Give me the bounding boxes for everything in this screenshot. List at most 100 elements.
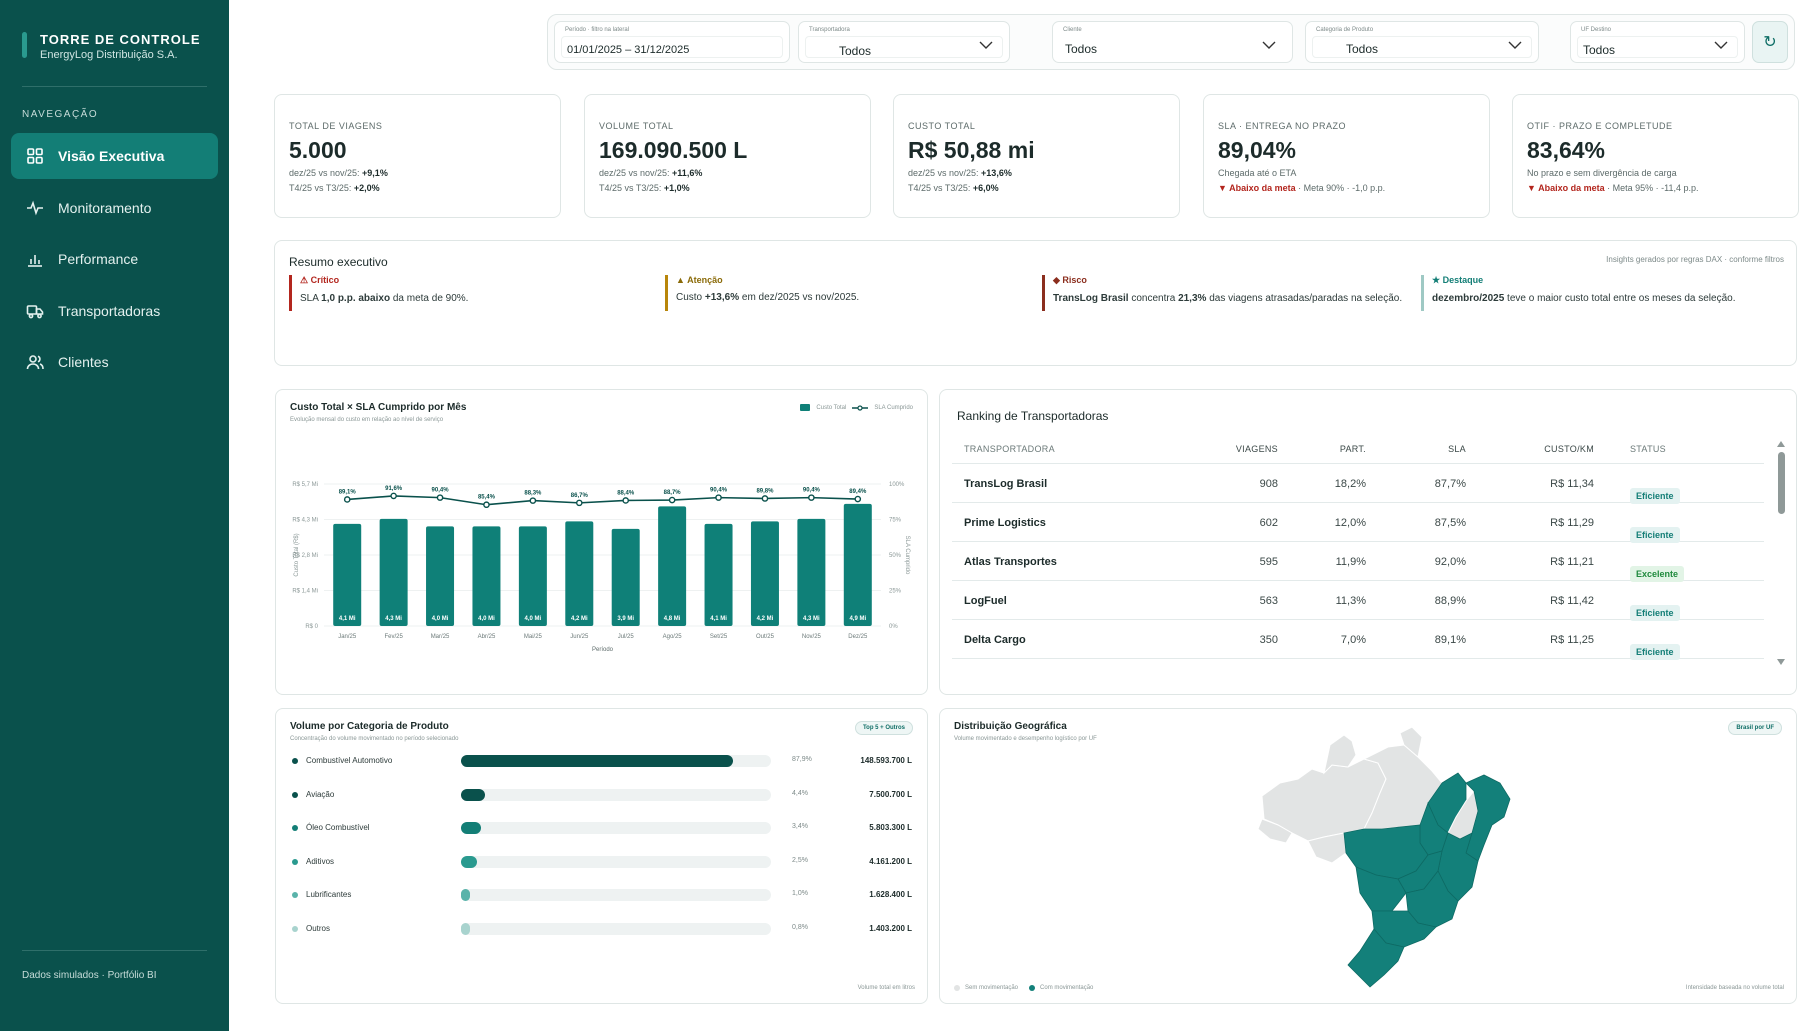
nav-item-performance[interactable]: Performance <box>11 236 218 282</box>
category-dot <box>292 925 298 932</box>
chevron-down-icon <box>979 41 993 49</box>
carrier-trips: 602 <box>1259 517 1278 529</box>
kpi-card-sla: SLA · ENTREGA NO PRAZO 89,04% Chegada at… <box>1203 94 1490 218</box>
scroll-up-icon[interactable] <box>1776 440 1786 448</box>
carrier-filter[interactable]: Transportadora Todos <box>798 21 1010 63</box>
carrier-trips: 350 <box>1259 634 1278 646</box>
sla-data-label: 90,4% <box>710 488 728 494</box>
volume-bar-fill <box>461 922 470 935</box>
carrier-sla: 88,9% <box>1434 595 1466 607</box>
top5-pill[interactable]: Top 5 + Outros <box>854 721 913 735</box>
kpi-card-viagens: TOTAL DE VIAGENS 5.000 dez/25 vs nov/25:… <box>274 94 561 218</box>
table-row[interactable]: Atlas Transportes 595 11,9% 92,0% R$ 11,21 Ex… <box>952 542 1764 582</box>
category-share: 1,0% <box>792 890 808 897</box>
table-row[interactable]: LogFuel 563 11,3% 88,9% R$ 11,42 Eficiente <box>952 581 1764 621</box>
header-carrier[interactable]: TRANSPORTADORA <box>964 444 1055 454</box>
category-filter[interactable]: Categoria de Produto Todos <box>1305 21 1539 63</box>
nav-item-clientes[interactable]: Clientes <box>11 339 218 385</box>
insight-attention: ▲ Atenção Custo +13,6% em dez/2025 vs no… <box>665 275 1035 311</box>
nav-item-label: Performance <box>58 251 139 267</box>
table-row[interactable]: Nova Via2725,4%89,2%R$ 11,35Eficiente <box>952 659 1764 674</box>
scrollbar-thumb[interactable] <box>1778 452 1785 514</box>
header-cost-km[interactable]: CUSTO/KM <box>1544 444 1594 454</box>
volume-subtitle: Concentração do volume movimentado no pe… <box>290 736 459 742</box>
geo-distribution-panel: Distribuição Geográfica Volume movimenta… <box>939 708 1797 1004</box>
period-filter-value: 01/01/2025 – 31/12/2025 <box>567 44 690 56</box>
x-tick-label: Nov/25 <box>802 634 822 640</box>
header-trips[interactable]: VIAGENS <box>1235 444 1278 454</box>
header-share[interactable]: PART. <box>1339 444 1366 454</box>
volume-bar-fill <box>461 755 734 767</box>
status-badge: Eficiente <box>1630 488 1680 504</box>
header-sla[interactable]: SLA <box>1448 444 1466 454</box>
sla-point <box>390 492 397 500</box>
bar-data-label: 4,8 Mi <box>664 616 681 622</box>
nav-item-monitoramento[interactable]: Monitoramento <box>11 185 218 231</box>
sla-point <box>343 496 351 503</box>
status-badge: Eficiente <box>1630 644 1680 660</box>
client-filter[interactable]: Cliente Todos <box>1052 21 1293 63</box>
category-dot <box>292 791 298 798</box>
volume-footnote: Volume total em litros <box>857 985 915 991</box>
table-row[interactable]: Delta Cargo 350 7,0% 89,1% R$ 11,25 Eficiente <box>952 620 1764 660</box>
brand-title: TORRE DE CONTROLE <box>40 32 201 47</box>
carrier-sla: 87,5% <box>1434 517 1466 529</box>
nav-item-visao-executiva[interactable]: Visão Executiva <box>11 133 218 179</box>
bar-data-label: 4,1 Mi <box>339 616 356 622</box>
sla-data-label: 85,4% <box>478 495 496 501</box>
sidebar-divider <box>22 950 207 951</box>
category-select-box <box>1312 36 1532 58</box>
category-share: 0,8% <box>792 923 808 931</box>
sidebar-footer: Dados simulados · Portfólio BI <box>22 970 157 981</box>
category-share: 87,9% <box>792 756 812 763</box>
sla-data-label: 89,8% <box>756 488 774 494</box>
sla-point <box>436 494 444 501</box>
nav-item-label: Monitoramento <box>58 200 152 216</box>
carrier-share: 7,0% <box>1340 634 1366 646</box>
scrollbar[interactable] <box>1776 440 1786 666</box>
volume-bar-track <box>461 889 771 901</box>
brazil-map[interactable] <box>1252 721 1512 991</box>
insight-critical: ⚠ Crítico SLA 1,0 p.p. abaixo da meta de… <box>289 275 659 311</box>
category-filter-value: Todos <box>1346 42 1379 56</box>
status-badge: Eficiente <box>1630 527 1680 543</box>
cost-sla-chart: R$ 0 R$ 1,4 Mi R$ 2,8 Mi R$ 4,3 Mi R$ 5,7 Mi… <box>292 482 910 653</box>
volume-bar-fill <box>461 855 477 868</box>
geo-legend: Sem movimentação Com movimentação <box>954 985 1093 991</box>
legend-some-dot <box>1029 985 1036 991</box>
nav-item-transportadoras[interactable]: Transportadoras <box>11 288 218 334</box>
sidebar: TORRE DE CONTROLE EnergyLog Distribuição… <box>0 0 229 1031</box>
table-row[interactable]: Prime Logistics 602 12,0% 87,5% R$ 11,29 Efic… <box>952 503 1764 543</box>
kpi-delta-month: dez/25 vs nov/25: +13,6% <box>908 168 1012 178</box>
y2-tick-label: 75% <box>889 518 902 524</box>
sla-data-label: 89,1% <box>339 489 357 495</box>
carrier-select-box <box>805 36 1003 58</box>
sla-data-label: 86,7% <box>571 493 589 499</box>
uf-filter-value: Todos <box>1583 43 1616 57</box>
kpi-target-status: ▼ Abaixo da meta · Meta 90% · -1,0 p.p. <box>1218 183 1386 193</box>
map-region-ne <box>1465 774 1511 862</box>
map-region-ap <box>1399 726 1423 758</box>
kpi-delta-quarter: T4/25 vs T3/25: +1,0% <box>599 183 690 193</box>
volume-bar-fill <box>461 822 481 834</box>
carrier-share: 12,0% <box>1334 517 1366 529</box>
period-filter[interactable]: Período · filtro na lateral 01/01/2025 –… <box>554 21 790 63</box>
brand-subtitle: EnergyLog Distribuição S.A. <box>40 49 178 61</box>
category-volume: 7.500.700 L <box>869 789 912 799</box>
chart-bar <box>797 518 826 626</box>
x-tick-label: Out/25 <box>756 634 775 640</box>
carrier-share: 18,2% <box>1334 478 1366 490</box>
category-dot <box>292 858 298 865</box>
volume-row: Outros 0,8% 1.403.200 L <box>292 921 912 939</box>
scroll-down-icon[interactable] <box>1776 658 1786 666</box>
insight-heading: ★ Destaque <box>1432 275 1484 285</box>
chart-subtitle: Evolução mensal do custo em relação ao n… <box>290 417 444 423</box>
table-row[interactable]: TransLog Brasil 908 18,2% 87,7% R$ 11,34 Efic… <box>952 464 1764 504</box>
pulse-icon <box>26 199 44 217</box>
refresh-button[interactable]: ↻ <box>1752 21 1788 63</box>
header-status[interactable]: STATUS <box>1630 444 1666 454</box>
category-dot <box>292 825 298 831</box>
bar-data-label: 4,2 Mi <box>571 616 588 622</box>
brazil-uf-pill[interactable]: Brasil por UF <box>1728 721 1782 735</box>
uf-filter[interactable]: UF Destino Todos <box>1570 21 1745 63</box>
